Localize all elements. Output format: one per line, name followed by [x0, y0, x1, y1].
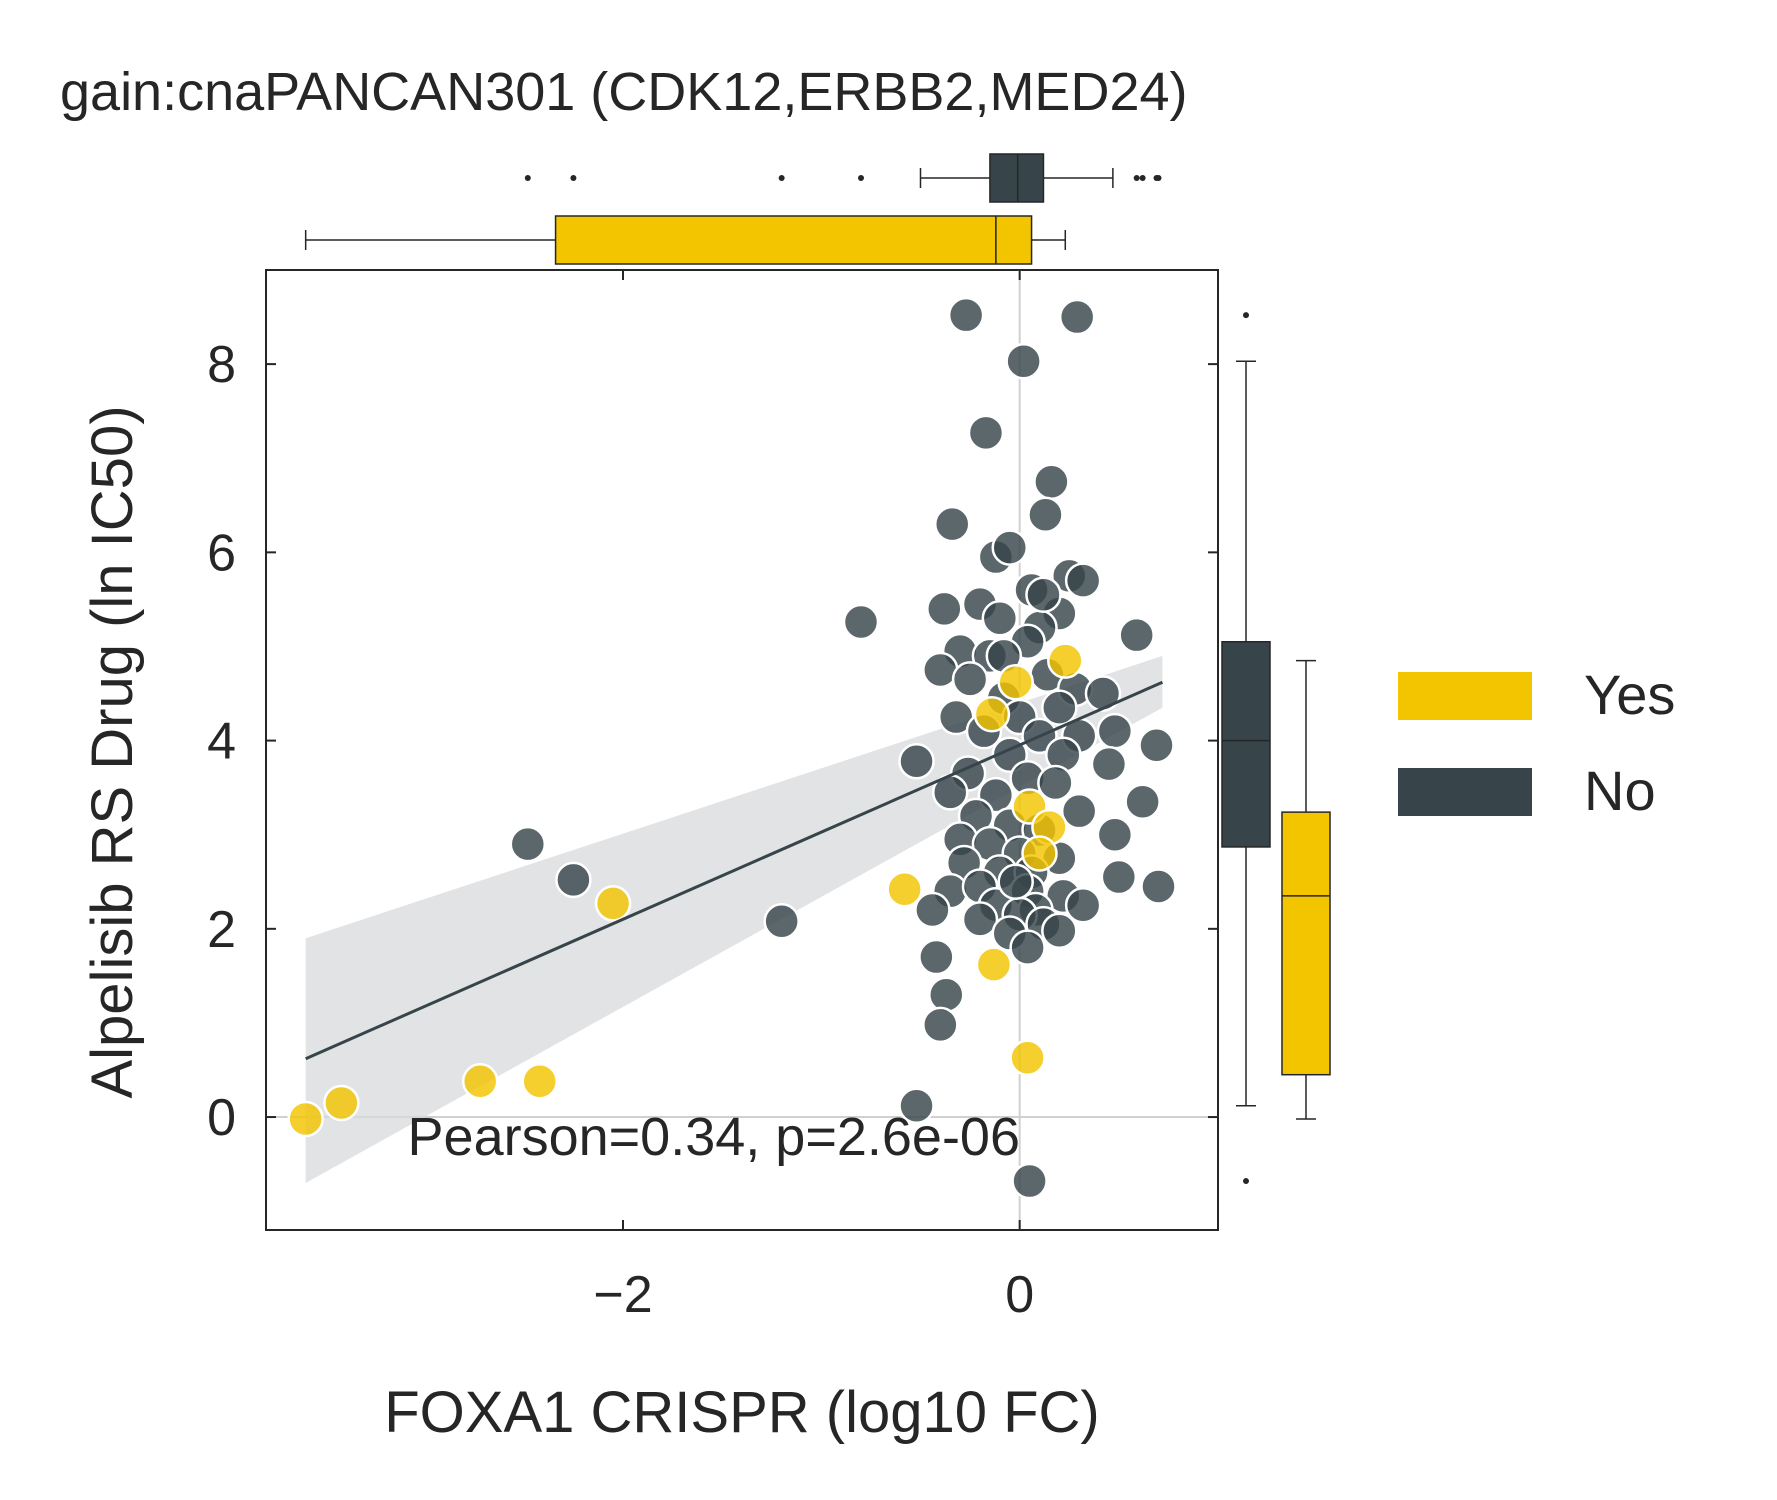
y-tick-label: 2: [207, 901, 236, 959]
box: [989, 153, 1045, 203]
chart-title: gain:cnaPANCAN301 (CDK12,ERBB2,MED24): [60, 62, 1188, 122]
legend-label-no: No: [1584, 759, 1656, 822]
regression-line-layer: [305, 680, 1164, 1061]
y-axis-label: Alpelisib RS Drug (ln IC50): [80, 405, 145, 1098]
point-no: [1005, 343, 1042, 380]
point-yes: [973, 695, 1011, 733]
x-tick-label: −2: [593, 1266, 652, 1324]
point-no: [898, 1087, 935, 1125]
point-yes: [461, 1063, 499, 1100]
point-yes: [886, 871, 923, 908]
flier-point: [570, 175, 577, 181]
flier-point: [1133, 175, 1140, 181]
point-no: [1025, 576, 1062, 613]
point-no: [933, 505, 971, 543]
box: [1221, 641, 1271, 848]
legend: Yes No: [1398, 663, 1675, 822]
point-no: [1037, 764, 1074, 802]
marginal-x-box-yes: [304, 215, 1067, 265]
point-no: [926, 590, 963, 628]
x-axis-label: FOXA1 CRISPR (log10 FC): [384, 1380, 1100, 1445]
x-axis-ticks: −2 0: [593, 270, 1034, 1324]
point-no: [842, 603, 880, 641]
point-no: [763, 903, 800, 940]
point-yes: [287, 1100, 324, 1138]
marginal-y-boxplots: [1221, 312, 1331, 1185]
plot-frame: [265, 269, 1219, 1231]
y-tick-label: 8: [207, 336, 236, 394]
point-no: [1064, 562, 1102, 599]
point-no: [997, 863, 1034, 901]
point-no: [1118, 616, 1155, 654]
flier-point: [1243, 312, 1249, 319]
marginal-x-boxplots: [304, 153, 1162, 265]
flier-point: [858, 175, 864, 181]
point-no: [1084, 675, 1122, 712]
main-scatter-plot: −2 0 0 2 4 6 8 Pearson=0.34, p=2.6e-06: [207, 269, 1219, 1324]
point-no: [918, 938, 955, 976]
box: [554, 215, 1033, 265]
flier-point: [1243, 1178, 1249, 1185]
point-no: [967, 414, 1005, 452]
point-yes: [594, 885, 632, 922]
point-no: [961, 901, 999, 938]
point-yes: [1009, 1039, 1046, 1077]
point-yes: [1021, 835, 1058, 872]
point-no: [1124, 783, 1161, 821]
legend-swatch-yes: [1398, 672, 1532, 720]
y-tick-label: 4: [207, 713, 236, 771]
point-no: [509, 825, 547, 863]
y-tick-label: 6: [207, 524, 236, 582]
flier-point: [1139, 175, 1146, 181]
point-no: [898, 743, 935, 780]
legend-swatch-no: [1398, 768, 1532, 816]
point-yes: [521, 1063, 558, 1100]
point-yes: [997, 663, 1034, 701]
box: [1281, 811, 1331, 1076]
point-no: [951, 661, 989, 698]
point-yes: [975, 946, 1013, 983]
point-no: [947, 296, 985, 334]
flier-point: [1155, 175, 1162, 181]
point-no: [991, 529, 1028, 566]
marginal-x-box-no: [524, 153, 1162, 203]
point-no: [914, 891, 951, 929]
point-no: [1064, 887, 1102, 924]
point-no: [1009, 929, 1046, 966]
marginal-y-box-yes: [1281, 659, 1331, 1120]
y-tick-label: 0: [207, 1089, 236, 1147]
y-axis-ticks: 0 2 4 6 8: [207, 336, 1218, 1147]
legend-label-yes: Yes: [1584, 663, 1675, 726]
point-no: [1096, 816, 1134, 853]
point-no: [1027, 496, 1064, 533]
flier-point: [778, 175, 785, 181]
point-no: [1140, 868, 1177, 905]
point-yes: [1047, 642, 1084, 679]
point-no: [1138, 727, 1175, 764]
flier-point: [524, 175, 531, 181]
point-no: [1011, 1162, 1048, 1200]
point-no: [1041, 689, 1078, 726]
point-no: [1100, 858, 1138, 896]
point-no: [1058, 298, 1096, 336]
point-yes: [323, 1084, 360, 1122]
point-no: [981, 599, 1019, 637]
point-no: [1090, 745, 1128, 783]
pearson-annotation: Pearson=0.34, p=2.6e-06: [408, 1107, 1020, 1167]
point-no: [922, 1006, 959, 1044]
x-tick-label: 0: [1005, 1266, 1034, 1324]
point-no: [555, 861, 592, 899]
marginal-y-box-no: [1221, 312, 1271, 1185]
point-no: [1060, 792, 1098, 830]
point-no: [1041, 912, 1078, 949]
point-no: [1033, 463, 1070, 501]
point-no: [1096, 712, 1134, 750]
regression-line: [305, 680, 1164, 1061]
point-no: [928, 976, 965, 1013]
